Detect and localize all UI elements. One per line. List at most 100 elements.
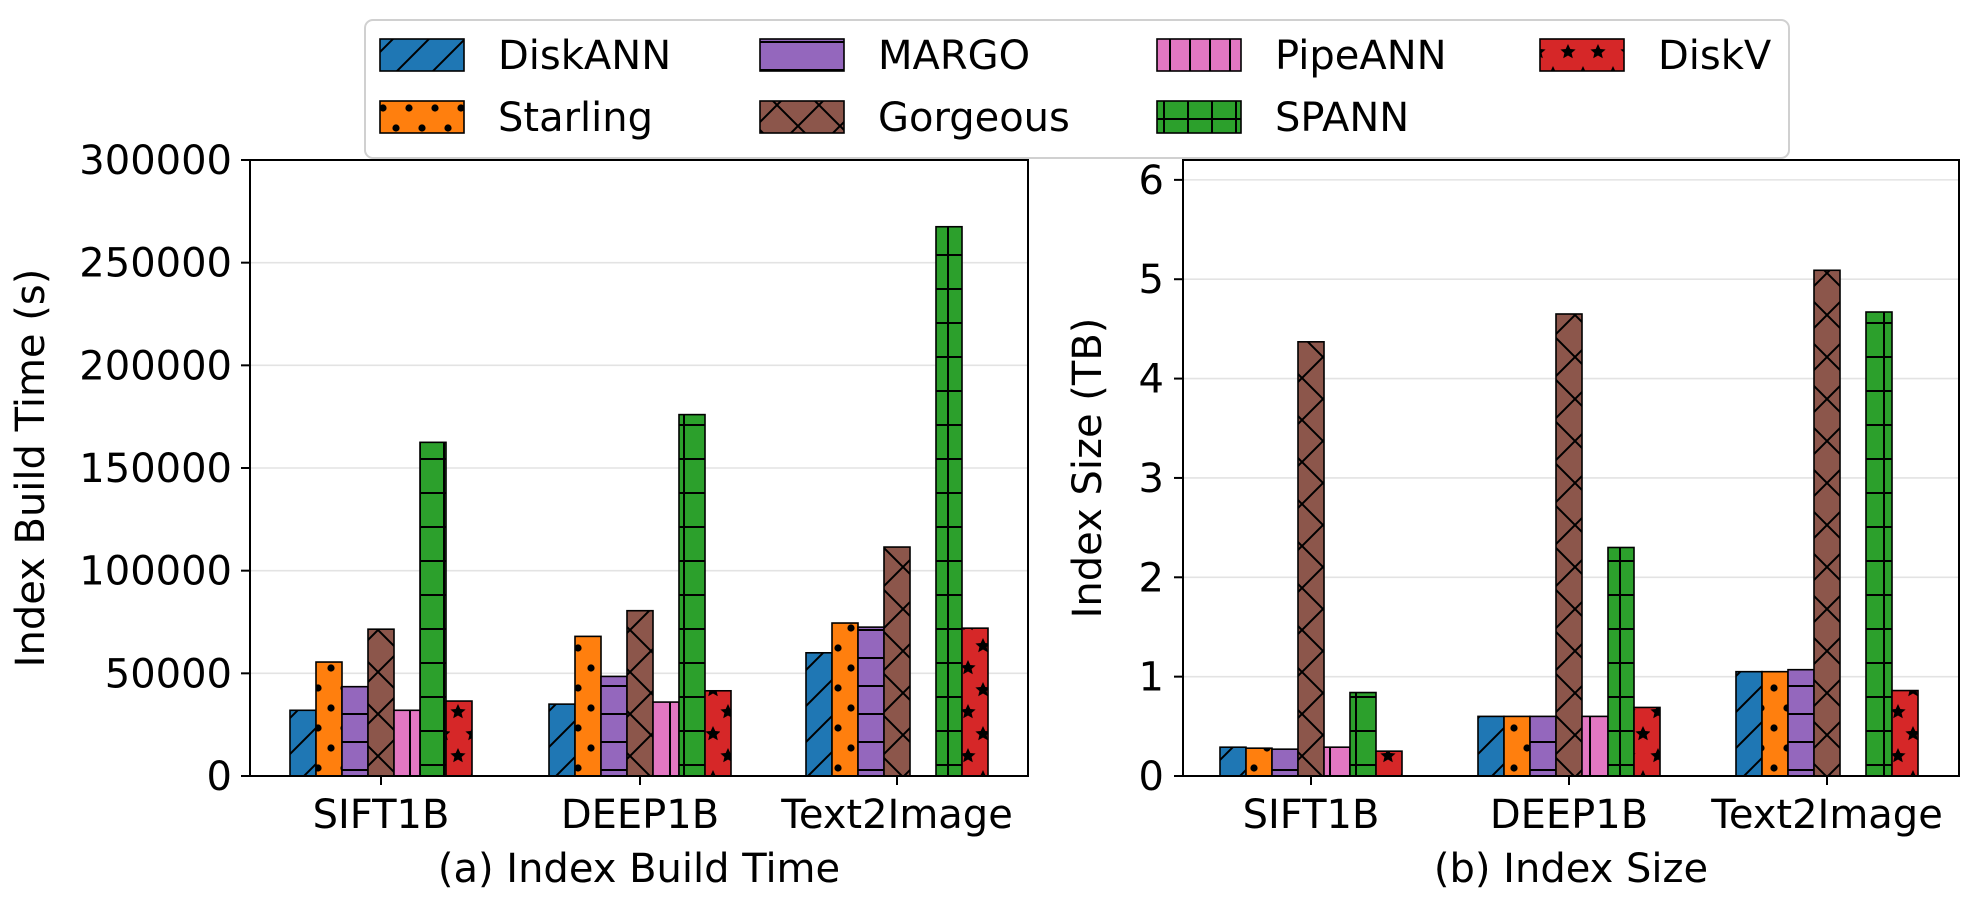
bar-hatch [831,622,859,777]
bar-hatch [367,628,395,777]
legend: DiskANN Starling MARGO Gorgeous PipeANN SPANN… [364,19,1790,159]
bar-a-diskv-deep1b [704,689,732,777]
bar-hatch [961,627,989,777]
bar-a-diskv-sift1b [445,700,473,777]
bar-hatch [1735,670,1763,777]
bar-b-spann-sift1b [1349,691,1377,777]
bar-a-spann-text2image [935,225,963,777]
panel-a-build-time: 0 50000 100000 150000 200000 250000 300000 SIFT… [8,138,1029,892]
bar-hatch [574,635,602,777]
legend-swatch-hatch [759,100,845,134]
legend-frame [364,19,1790,159]
bar-a-gorgeous-deep1b [626,609,654,777]
y-axis-label-b: Index Size (TB) [1065,318,1111,619]
bar-hatch [1633,706,1661,777]
legend-swatch-hatch [1156,100,1242,134]
ytick-label-b-4: 4 [1139,357,1164,403]
legend-label: DiskV [1658,33,1772,79]
xtick-label-b-deep1b: DEEP1B [1490,792,1648,838]
legend-entry-diskv: DiskV [1539,33,1772,79]
bar-b-starling-deep1b [1503,715,1531,777]
bar-a-gorgeous-sift1b [367,628,395,777]
xtick-label-a-text2image: Text2Image [780,792,1013,838]
bar-hatch [1891,689,1919,777]
bar-b-spann-deep1b [1607,546,1635,777]
ytick-label-a-6: 300000 [79,138,232,184]
bar-a-margo-sift1b [341,685,369,777]
bar-hatch [1271,748,1299,777]
bar-a-starling-deep1b [574,635,602,777]
legend-swatch-hatch [1539,38,1625,72]
bar-a-pipeann-deep1b [652,701,680,777]
bar-a-diskv-text2image [961,627,989,777]
legend-entry-spann: SPANN [1156,95,1409,141]
bar-a-pipeann-sift1b [393,709,421,777]
x-axis-label-b: (b) Index Size [1434,846,1708,892]
bar-hatch [548,703,576,777]
bar-b-diskv-deep1b [1633,706,1661,777]
bar-b-gorgeous-deep1b [1555,313,1583,777]
bar-hatch [678,413,706,777]
bar-b-diskann-text2image [1735,670,1763,777]
bar-hatch [1477,715,1505,777]
legend-entry-margo: MARGO [759,33,1030,79]
legend-swatch-hatch [379,100,465,134]
legend-label: Starling [498,95,653,141]
bar-hatch [1581,715,1609,777]
panel-b-index-size: 0 1 2 3 4 5 6 SIFT1B DEEP1B Text2Image(b) Index S… [1065,158,1960,892]
bar-b-pipeann-deep1b [1581,715,1609,777]
y-axis-label-a: Index Build Time (s) [8,269,54,668]
legend-label: MARGO [878,33,1030,79]
xtick-label-a-deep1b: DEEP1B [561,792,719,838]
ytick-label-b-2: 2 [1139,555,1164,601]
bar-a-diskann-sift1b [289,709,317,777]
bar-hatch [626,609,654,777]
bar-b-starling-sift1b [1245,747,1273,777]
plot-frame-b [1182,159,1960,777]
bar-b-diskann-sift1b [1219,746,1247,777]
bar-hatch [1503,715,1531,777]
bar-a-spann-deep1b [678,413,706,777]
bar-hatch [1865,311,1893,777]
bar-b-spann-text2image [1865,311,1893,777]
ytick-label-a-0: 0 [207,754,232,800]
legend-entry-pipeann: PipeANN [1156,33,1447,79]
bar-b-diskann-deep1b [1477,715,1505,777]
bar-hatch [419,441,447,777]
bar-hatch [341,685,369,777]
legend-swatch-hatch [379,38,465,72]
ytick-label-b-0: 0 [1139,754,1164,800]
legend-label: SPANN [1275,95,1409,141]
legend-swatch-hatch [759,38,845,72]
bar-a-diskann-text2image [805,651,833,777]
bar-hatch [1219,746,1247,777]
bar-b-diskv-sift1b [1375,750,1403,777]
bar-hatch [1349,691,1377,777]
ytick-label-b-1: 1 [1139,655,1164,701]
bar-hatch [1607,546,1635,777]
bar-hatch [600,675,628,777]
ytick-label-b-5: 5 [1139,257,1164,303]
x-axis-label-a: (a) Index Build Time [438,846,840,892]
bar-a-starling-text2image [831,622,859,777]
bar-hatch [1297,341,1325,777]
ytick-label-a-4: 200000 [79,343,232,389]
ytick-label-a-2: 100000 [79,549,232,595]
bar-hatch [704,689,732,777]
bar-b-diskv-text2image [1891,689,1919,777]
bar-b-pipeann-sift1b [1323,746,1351,777]
bar-hatch [1787,668,1815,777]
legend-entry-starling: Starling [379,95,653,141]
legend-label: Gorgeous [878,95,1070,141]
legend-label: PipeANN [1275,33,1447,79]
bar-a-gorgeous-text2image [883,546,911,777]
xtick-label-a-sift1b: SIFT1B [313,792,450,838]
bar-hatch [1761,670,1789,777]
ytick-label-b-6: 6 [1139,158,1164,204]
bar-b-starling-text2image [1761,670,1789,777]
bar-hatch [1245,747,1273,777]
bar-a-starling-sift1b [315,661,343,777]
bar-hatch [1529,715,1557,777]
bar-a-margo-deep1b [600,675,628,777]
